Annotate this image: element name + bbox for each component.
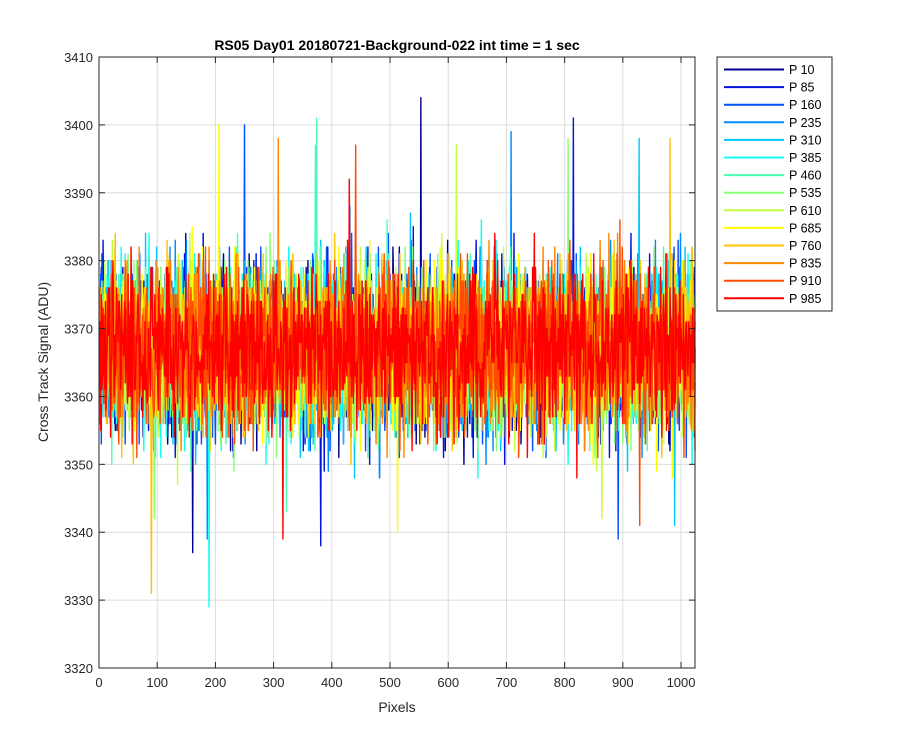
x-tick-label: 600 — [437, 675, 459, 690]
y-tick-label: 3340 — [64, 525, 93, 540]
y-tick-label: 3370 — [64, 322, 93, 337]
x-tick-label: 300 — [263, 675, 285, 690]
legend-label: P 835 — [789, 257, 821, 271]
legend-label: P 10 — [789, 63, 815, 77]
y-tick-label: 3360 — [64, 389, 93, 404]
x-tick-label: 200 — [205, 675, 227, 690]
x-tick-label: 800 — [554, 675, 576, 690]
x-tick-labels: 0 100 200 300 400 500 600 700 800 900 1000 — [95, 675, 695, 690]
plot-frame — [98, 56, 696, 669]
legend-label: P 535 — [789, 186, 821, 200]
x-tick-label: 700 — [496, 675, 518, 690]
legend-label: P 985 — [789, 292, 821, 306]
x-tick-label: 900 — [612, 675, 634, 690]
y-tick-label: 3350 — [64, 457, 93, 472]
y-tick-label: 3410 — [64, 50, 93, 65]
y-tick-label: 3390 — [64, 186, 93, 201]
legend-label: P 760 — [789, 239, 821, 253]
y-axis-label: Cross Track Signal (ADU) — [35, 282, 51, 442]
legend-label: P 610 — [789, 204, 821, 218]
series-line-p-985 — [98, 178, 696, 540]
axis-ticks — [98, 56, 695, 669]
legend-label: P 385 — [789, 151, 821, 165]
x-tick-label: 0 — [95, 675, 102, 690]
y-tick-labels: 3320 3330 3340 3350 3360 3370 3380 3390 3400 3410 — [64, 50, 93, 676]
legend-label: P 685 — [789, 221, 821, 235]
x-tick-label: 1000 — [667, 675, 696, 690]
legend-label: P 85 — [789, 81, 815, 95]
legend-items: P 10 P 85 P 160 P 235 P 310 P 385 P 460 P 535 P … — [724, 63, 821, 306]
x-tick-label: 100 — [146, 675, 168, 690]
legend-label: P 160 — [789, 98, 821, 112]
y-tick-label: 3400 — [64, 118, 93, 133]
legend-label: P 460 — [789, 169, 821, 183]
legend-label: P 310 — [789, 133, 821, 147]
legend-box — [716, 56, 833, 312]
legend: P 10 P 85 P 160 P 235 P 310 P 385 P 460 P 535 P … — [716, 56, 833, 312]
x-axis-label: Pixels — [378, 699, 415, 715]
y-tick-label: 3330 — [64, 593, 93, 608]
y-tick-label: 3320 — [64, 661, 93, 676]
legend-label: P 910 — [789, 274, 821, 288]
x-tick-label: 500 — [379, 675, 401, 690]
legend-label: P 235 — [789, 116, 821, 130]
y-tick-label: 3380 — [64, 254, 93, 269]
x-tick-label: 400 — [321, 675, 343, 690]
series-lines — [98, 97, 696, 608]
chart-title: RS05 Day01 20180721-Background-022 int t… — [214, 37, 580, 53]
